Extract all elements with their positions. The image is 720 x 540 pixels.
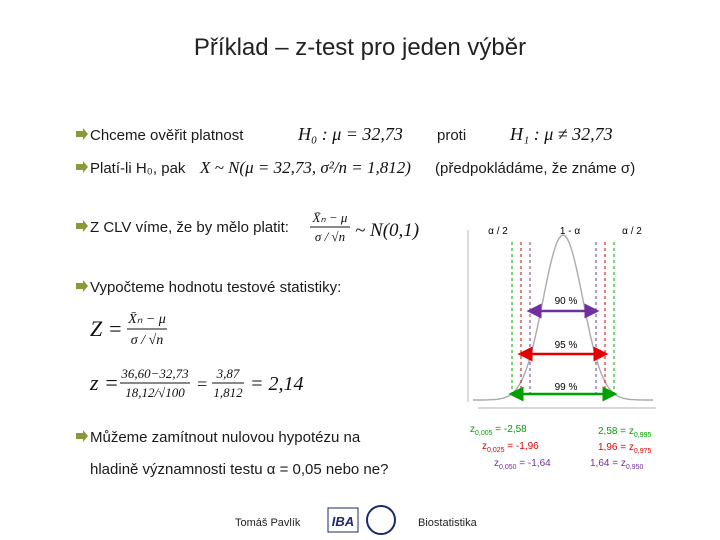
z-label: z0,005 = -2,58 [470,424,527,437]
fraction-denominator: 18,12/√100 [125,385,185,400]
fraction-numerator: 36,60−32,73 [120,366,189,381]
formula: = [196,374,208,394]
footer-course: Biostatistika [418,517,478,529]
bullet-text: hladině významnosti testu α = 0,05 nebo … [90,461,388,478]
bullet-text: Můžeme zamítnout nulovou hypotézu na [90,429,361,446]
fraction-denominator: 1,812 [213,385,243,400]
fraction-numerator: 3,87 [216,366,240,381]
density-curve [473,234,653,401]
fraction-numerator: X̄ₙ − μ [312,210,348,225]
logo-box [327,507,359,533]
formula: Z = [90,316,123,341]
logo-text: IBA [332,514,354,529]
bullet-icon [76,161,88,173]
bullet-text: Vypočteme hodnotu testové statistiky: [90,279,341,296]
normal-plot: α / 2 1 - α α / 2 90 % 95 % 99 % z0,005 … [467,226,656,471]
bullet-text: Chceme ověřit platnost [90,127,244,144]
formula: X ~ N(μ = 32,73, σ²/n = 1,812) [199,158,411,177]
z-label: 1,96 = z0,975 [598,442,651,455]
bullet-icon [76,430,88,442]
fraction-denominator: σ / √n [131,333,163,348]
bullet-text: (předpokládáme, že známe σ) [435,160,635,177]
region-label: α / 2 [622,226,642,237]
logo-seal [366,505,396,535]
interval-label: 90 % [555,296,578,307]
formula: H₀ : μ = 32,73 [297,124,403,144]
z-label: z0,025 = -1,96 [482,441,539,454]
footer-author: Tomáš Pavlík [235,517,301,529]
fraction-denominator: σ / √n [315,229,345,244]
bullet-text: Z CLV víme, že by mělo platit: [90,219,289,236]
bullet-text: proti [437,127,466,144]
slide-title: Příklad – z-test pro jeden výběr [194,34,526,61]
z-label: z0,050 = -1,64 [494,458,551,471]
bullet-text: Platí-li H₀, pak [90,160,186,177]
formula: ~ N(0,1) [355,220,419,241]
region-label: 1 - α [560,226,580,237]
interval-label: 95 % [555,340,578,351]
fraction-numerator: X̄ₙ − μ [127,312,166,327]
formula: H₁ : μ ≠ 32,73 [509,124,613,144]
bullet-icon [76,280,88,292]
region-label: α / 2 [488,226,508,237]
formula: = 2,14 [250,373,304,395]
bullet-icon [76,220,88,232]
bullet-icon [76,128,88,140]
formula: z = [89,370,119,395]
z-label: 2,58 = z0,995 [598,426,651,439]
interval-label: 99 % [555,382,578,393]
z-label: 1,64 = z0,950 [590,458,643,471]
